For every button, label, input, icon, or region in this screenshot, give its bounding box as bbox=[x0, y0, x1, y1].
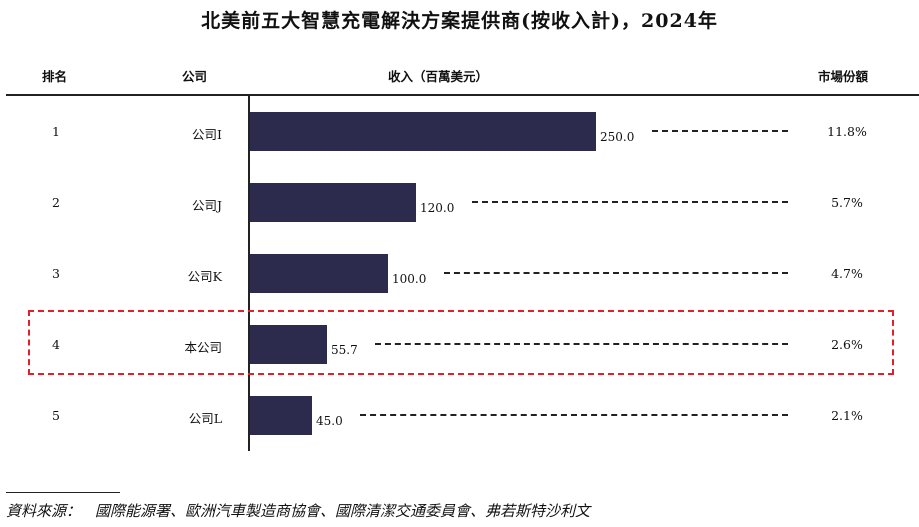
leader-line-5 bbox=[360, 413, 788, 416]
value-label-1: 250.0 bbox=[600, 129, 635, 144]
header-divider bbox=[6, 94, 919, 96]
market-share-3: 4.7% bbox=[831, 265, 863, 281]
bar-3 bbox=[250, 254, 388, 293]
bar-5 bbox=[250, 396, 312, 435]
header-company: 公司 bbox=[182, 69, 208, 84]
market-share-2: 5.7% bbox=[831, 194, 863, 210]
chart-title: 北美前五大智慧充電解決方案提供商(按收入計)，2024年 bbox=[201, 10, 718, 32]
bar-1 bbox=[250, 112, 596, 151]
value-label-2: 120.0 bbox=[420, 200, 455, 215]
header-revenue: 收入（百萬美元） bbox=[388, 69, 489, 84]
leader-line-3 bbox=[444, 271, 788, 274]
source-label: 資料來源： bbox=[6, 502, 82, 520]
rank-4: 4 bbox=[52, 336, 60, 352]
company-label-1: 公司I bbox=[192, 126, 222, 142]
value-label-4: 55.7 bbox=[331, 342, 358, 357]
rank-5: 5 bbox=[52, 407, 60, 423]
market-share-4: 2.6% bbox=[831, 336, 863, 352]
y-axis-line bbox=[248, 96, 250, 451]
source-divider bbox=[6, 492, 120, 493]
bar-2 bbox=[250, 183, 416, 222]
value-label-5: 45.0 bbox=[316, 413, 343, 428]
rank-2: 2 bbox=[52, 194, 60, 210]
value-label-3: 100.0 bbox=[392, 271, 427, 286]
highlight-box bbox=[28, 310, 894, 375]
company-label-3: 公司K bbox=[187, 268, 222, 284]
company-label-4: 本公司 bbox=[184, 339, 222, 355]
bar-4 bbox=[250, 325, 327, 364]
source-text: 國際能源署、歐洲汽車製造商協會、國際清潔交通委員會、弗若斯特沙利文 bbox=[95, 502, 591, 520]
source-note: 資料來源： 國際能源署、歐洲汽車製造商協會、國際清潔交通委員會、弗若斯特沙利文 bbox=[6, 500, 590, 521]
header-share: 市場份額 bbox=[818, 69, 869, 84]
rank-3: 3 bbox=[52, 265, 60, 281]
company-label-5: 公司L bbox=[188, 410, 222, 426]
market-share-1: 11.8% bbox=[827, 123, 867, 139]
header-rank: 排名 bbox=[42, 69, 68, 84]
leader-line-2 bbox=[472, 200, 788, 203]
leader-line-1 bbox=[652, 129, 788, 132]
market-share-5: 2.1% bbox=[831, 407, 863, 423]
company-label-2: 公司J bbox=[191, 197, 222, 213]
leader-line-4 bbox=[375, 342, 788, 345]
rank-1: 1 bbox=[52, 123, 60, 139]
